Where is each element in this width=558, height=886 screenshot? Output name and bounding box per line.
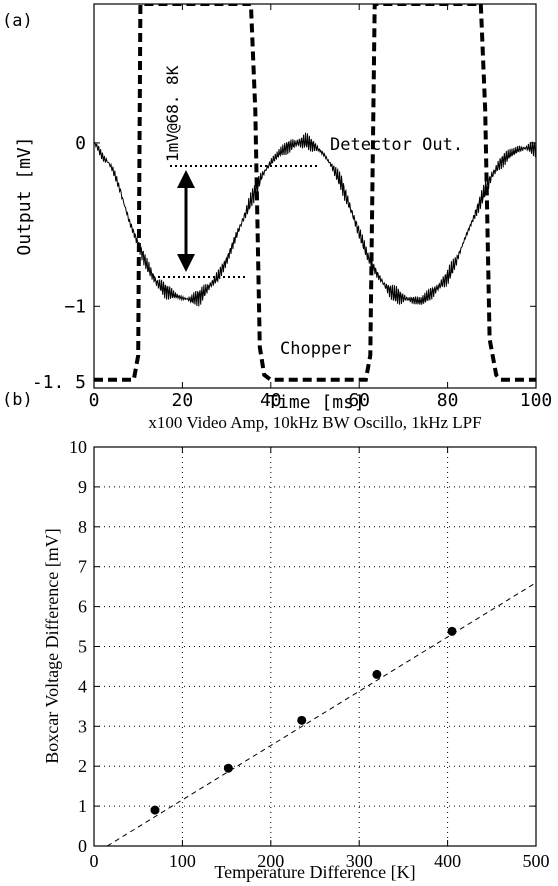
panel-b-title: x100 Video Amp, 10kHz BW Oscillo, 1kHz L… [148, 413, 481, 432]
x-tick-label: 100 [169, 851, 196, 871]
panel-b-y-axis-label: Boxcar Voltage Difference [mV] [42, 528, 62, 763]
y-tick-label: 1 [78, 796, 87, 816]
y-tick-label: 6 [78, 597, 87, 617]
y-tick-label: 5 [78, 637, 87, 657]
annotation-1mv: 1mV@68. 8K [163, 65, 182, 162]
data-point [150, 805, 160, 815]
y-tick-label: -1. 5 [32, 372, 86, 393]
x-tick-label: 0 [89, 390, 100, 411]
y-tick-label: −1 [64, 296, 86, 317]
y-tick-label: 7 [78, 557, 87, 577]
panel-b-x-axis-label: Temperature Difference [K] [214, 862, 415, 882]
y-tick-label: 0 [75, 133, 86, 154]
x-tick-label: 200 [257, 851, 284, 871]
panel-label-b: (b) [2, 390, 33, 410]
annotation-detector-out: Detector Out. [330, 135, 463, 155]
x-tick-label: 40 [260, 390, 282, 411]
x-tick-label: 0 [90, 851, 99, 871]
x-tick-label: 400 [434, 851, 461, 871]
x-tick-label: 80 [437, 390, 459, 411]
data-point [297, 715, 307, 725]
annotation-chopper: Chopper [280, 339, 352, 359]
arrow-head-down [177, 254, 195, 272]
y-tick-label: 2 [78, 756, 87, 776]
x-tick-label: 100 [520, 390, 553, 411]
y-tick-label: 8 [78, 517, 87, 537]
panel-a-y-axis-label: Output [mV] [14, 136, 35, 255]
chopper-line [94, 4, 536, 382]
detector-out-line [94, 132, 536, 307]
y-tick-label: 9 [78, 477, 87, 497]
x-tick-label: 60 [348, 390, 370, 411]
x-tick-label: 300 [346, 851, 373, 871]
x-tick-label: 500 [523, 851, 550, 871]
panel-label-a: (a) [2, 11, 33, 31]
fit-line [106, 582, 536, 846]
arrow-head-up [177, 170, 195, 188]
y-tick-label: 4 [78, 676, 87, 696]
data-point [372, 669, 382, 679]
panel-a-x-axis-label: Time [ms] [267, 392, 365, 413]
y-tick-label: 3 [78, 716, 87, 736]
data-point [223, 763, 233, 773]
panel-a-frame [93, 3, 537, 389]
y-tick-label: 10 [69, 437, 87, 457]
data-point [447, 626, 457, 636]
y-tick-label: 0 [78, 836, 87, 856]
x-tick-label: 20 [172, 390, 194, 411]
